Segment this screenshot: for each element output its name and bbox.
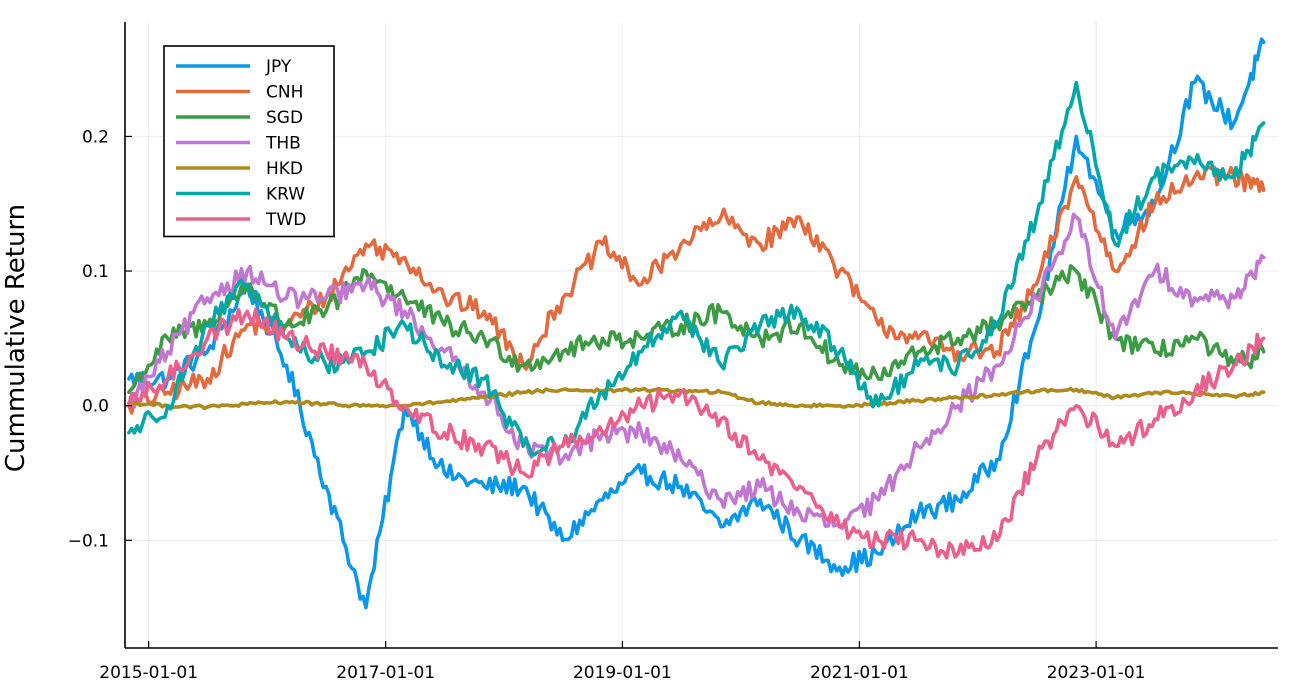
legend-label: THB: [265, 134, 301, 154]
series-line-twd: [127, 307, 1266, 560]
y-tick-label: −0.1: [68, 531, 109, 551]
x-tick-label: 2019-01-01: [573, 663, 672, 683]
series-line-jpy: [127, 37, 1266, 610]
series-line-hkd: [127, 386, 1266, 411]
legend: JPY CNH SGD THB HKD KRW TWD: [163, 45, 335, 238]
series-line-sgd: [127, 264, 1266, 394]
legend-label: KRW: [266, 185, 305, 205]
legend-label: CNH: [266, 83, 303, 103]
x-tick-label: 2015-01-01: [99, 663, 198, 683]
legend-label: TWD: [265, 210, 306, 230]
x-tick-label: 2023-01-01: [1047, 663, 1146, 683]
legend-label: HKD: [266, 159, 303, 179]
y-tick-label: 0.1: [82, 262, 109, 282]
legend-label: SGD: [266, 108, 303, 128]
grid-lines: [125, 22, 1278, 648]
y-axis-title: Cummulative Return: [1, 204, 31, 472]
y-tick-label: 0.2: [82, 127, 109, 147]
tick-labels: 2015-01-01 2017-01-01 2019-01-01 2021-01-01…: [68, 127, 1146, 683]
y-tick-label: 0.0: [82, 397, 109, 417]
x-tick-label: 2021-01-01: [810, 663, 909, 683]
legend-label: JPY: [265, 57, 292, 77]
series-line-thb: [127, 212, 1266, 530]
series-lines: [127, 37, 1266, 610]
axes: [124, 22, 1278, 649]
x-tick-label: 2017-01-01: [336, 663, 435, 683]
